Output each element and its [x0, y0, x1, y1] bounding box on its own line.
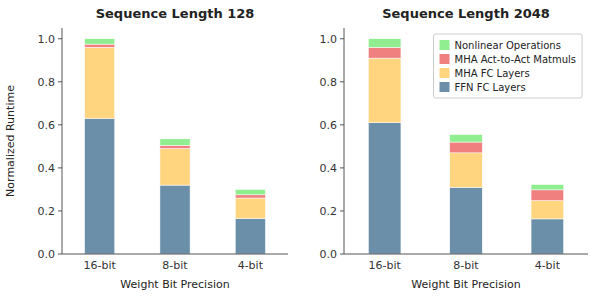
x-axis-line — [344, 254, 588, 255]
bar-segment — [235, 189, 265, 194]
y-tick — [340, 167, 344, 168]
bar-segment — [235, 195, 265, 198]
legend-label: Nonlinear Operations — [455, 40, 561, 51]
bar-segment — [450, 153, 483, 187]
bar-segment — [85, 118, 115, 254]
bar-segment — [368, 39, 401, 48]
y-tick-label: 0.2 — [38, 205, 56, 218]
bar-segment — [450, 187, 483, 254]
y-tick-label: 0.8 — [320, 76, 338, 89]
legend-label: FFN FC Layers — [455, 82, 526, 93]
x-axis-line — [62, 254, 288, 255]
x-axis-label: Weight Bit Precision — [411, 278, 520, 291]
y-tick — [58, 124, 62, 125]
bar-segment — [160, 145, 190, 148]
y-tick — [58, 210, 62, 211]
legend-swatch — [440, 40, 450, 50]
y-tick — [340, 124, 344, 125]
panel: Sequence Length 2048 0.0 0.2 0.4 0.6 0.8 1.0 16… — [320, 6, 589, 291]
legend-label: MHA Act-to-Act Matmuls — [455, 54, 576, 65]
y-tick — [58, 38, 62, 39]
y-axis-line — [344, 28, 345, 254]
y-tick — [340, 210, 344, 211]
legend: Nonlinear Operations MHA Act-to-Act Matmu… — [434, 34, 582, 98]
y-tick — [58, 254, 62, 255]
x-tick-label: 8-bit — [453, 259, 479, 272]
y-tick-label: 0.4 — [38, 162, 56, 175]
bar-segment — [531, 184, 564, 189]
x-axis-label: Weight Bit Precision — [120, 278, 229, 291]
bar-segment — [85, 47, 115, 118]
y-axis-label: Normalized Runtime — [4, 85, 17, 197]
chart-root: Sequence Length 128 0.0 0.2 0.4 0.6 0.8 1.0 16-… — [0, 0, 600, 300]
y-tick-label: 0.0 — [320, 248, 338, 261]
y-tick-label: 0.4 — [320, 162, 338, 175]
bar-segment — [531, 219, 564, 254]
x-tick-label: 16-bit — [84, 259, 117, 272]
y-tick — [340, 254, 344, 255]
y-tick — [58, 167, 62, 168]
title: Sequence Length 128 — [96, 6, 255, 21]
bar-segment — [531, 201, 564, 219]
bar-segment — [160, 149, 190, 186]
x-tick-label: 4-bit — [238, 259, 264, 272]
y-tick-label: 0.0 — [38, 248, 56, 261]
x-tick-label: 8-bit — [162, 259, 188, 272]
legend-swatch — [440, 68, 450, 78]
x-tick-label: 16-bit — [369, 259, 402, 272]
y-tick — [58, 81, 62, 82]
bar-segment — [85, 39, 115, 44]
x-tick-label: 4-bit — [535, 259, 561, 272]
bar-segment — [160, 139, 190, 145]
y-tick-label: 0.8 — [38, 76, 56, 89]
bar-segment — [368, 58, 401, 123]
y-axis-line — [62, 28, 63, 254]
legend-box — [434, 34, 582, 98]
title: Sequence Length 2048 — [382, 6, 550, 21]
bar-segment — [160, 185, 190, 254]
legend-swatch — [440, 54, 450, 64]
bar-segment — [235, 198, 265, 218]
y-tick-label: 0.6 — [38, 119, 56, 132]
y-tick-label: 0.6 — [320, 119, 338, 132]
bar-segment — [450, 142, 483, 153]
bar-segment — [368, 123, 401, 254]
legend-swatch — [440, 82, 450, 92]
bars — [85, 39, 266, 254]
y-tick — [340, 81, 344, 82]
bar-segment — [368, 47, 401, 58]
bar-segment — [85, 44, 115, 47]
bar-segment — [450, 135, 483, 143]
bar-segment — [531, 190, 564, 201]
y-tick-label: 0.2 — [320, 205, 338, 218]
bar-segment — [235, 218, 265, 254]
y-tick — [340, 38, 344, 39]
panel: Sequence Length 128 0.0 0.2 0.4 0.6 0.8 1.0 16-… — [4, 6, 288, 291]
y-tick-label: 1.0 — [38, 33, 56, 46]
y-tick-label: 1.0 — [320, 33, 338, 46]
legend-label: MHA FC Layers — [455, 68, 530, 79]
